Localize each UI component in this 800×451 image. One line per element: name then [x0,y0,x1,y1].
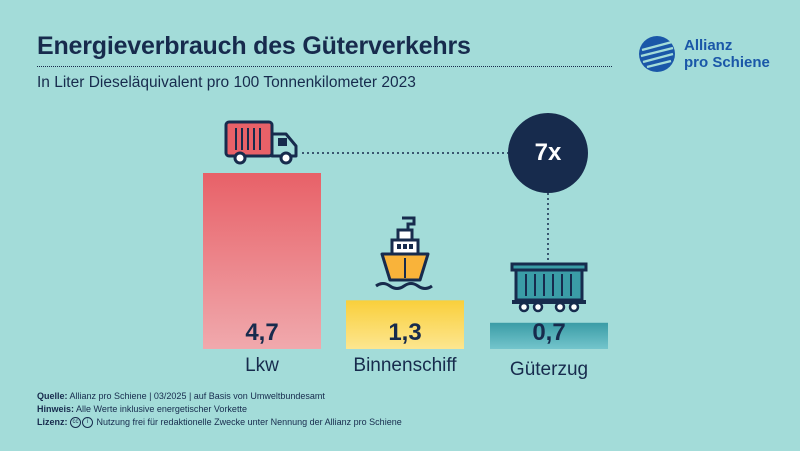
footer-note-text: Alle Werte inklusive energetischer Vorke… [76,404,247,414]
footer-license-label: Lizenz: [37,417,68,427]
footer-source-label: Quelle: [37,391,68,401]
factor-badge: 7x [508,113,588,193]
footer-note-label: Hinweis: [37,404,75,414]
attribution-icon: i [82,417,94,429]
category-label-binnenschiff: Binnenschiff [353,355,457,376]
footer-source-text: Allianz pro Schiene | 03/2025 | auf Basi… [69,391,325,401]
chart-subtitle: In Liter Dieseläquivalent pro 100 Tonnen… [37,74,416,91]
category-label-lkw: Lkw [245,355,279,376]
brand-name: Allianz pro Schiene [684,37,770,71]
ship-icon [375,216,433,290]
truck-icon [224,120,298,165]
bar-gueterzug [490,322,608,349]
bar-value-gueterzug: 0,7 [532,319,566,346]
footer-note: Hinweis: Alle Werte inklusive energetisc… [37,404,247,414]
bar-value-binnenschiff: 1,3 [388,319,422,346]
category-label-gueterzug: Güterzug [509,359,589,380]
footer-license-text: Nutzung frei für redaktionelle Zwecke un… [96,417,402,427]
brand-name-line2: pro Schiene [684,54,770,71]
title-divider [37,66,612,67]
bar-binnenschiff [346,300,464,349]
cc-icon: cc [70,417,82,429]
bar-lkw [203,173,321,349]
brand-name-line1: Allianz [684,37,733,54]
footer-license: Lizenz: cc i Nutzung frei für redaktionel… [37,417,402,429]
bar-value-lkw: 4,7 [245,319,279,346]
footer-source: Quelle: Allianz pro Schiene | 03/2025 | … [37,391,325,401]
brand-emblem-icon [639,36,675,72]
chart-title: Energieverbrauch des Güterverkehrs [37,32,471,60]
freight-wagon-icon [510,262,588,313]
brand-logo[interactable]: Allianz pro Schiene [637,34,777,78]
